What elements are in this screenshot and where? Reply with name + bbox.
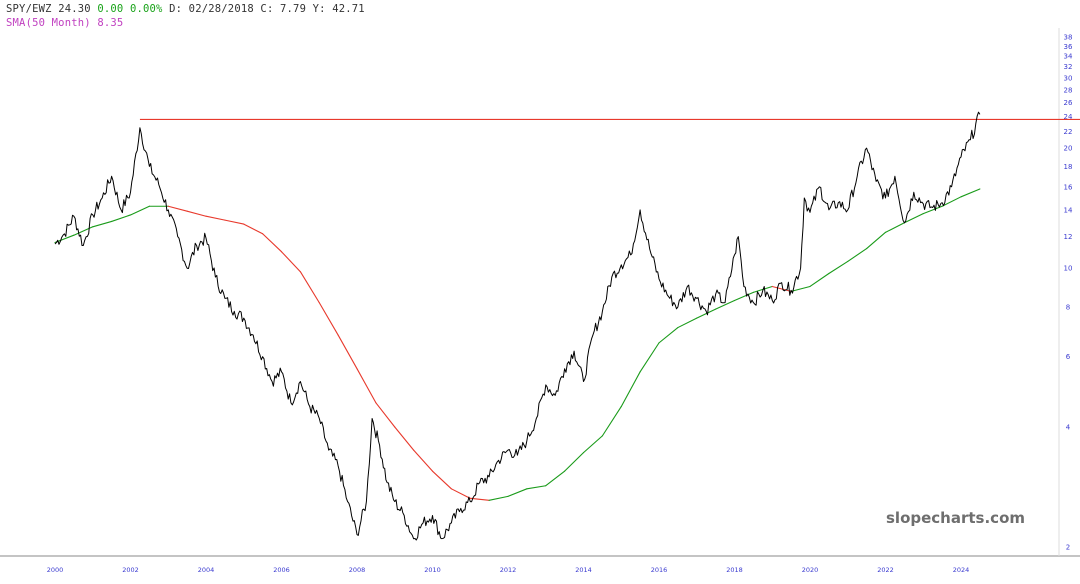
sma-segment xyxy=(903,213,924,224)
sma-segment xyxy=(413,449,434,472)
price-change: 0.00 xyxy=(97,3,124,15)
x-tick-label: 2018 xyxy=(726,566,743,574)
sma-segment xyxy=(92,220,113,228)
sma-segment xyxy=(601,406,622,437)
y-tick-label: 6 xyxy=(1066,353,1071,361)
x-tick-label: 2008 xyxy=(349,566,366,574)
sma-segment xyxy=(337,334,358,370)
sma-value: 8.35 xyxy=(97,17,124,29)
sma-segment xyxy=(828,260,849,275)
sma-segment xyxy=(469,497,490,501)
sma-segment xyxy=(582,435,603,454)
y-tick-label: 18 xyxy=(1064,163,1073,171)
sma-segment xyxy=(205,215,226,221)
x-tick-label: 2014 xyxy=(575,566,592,574)
sma-segment xyxy=(111,214,132,222)
sma-segment xyxy=(280,251,301,273)
sma-segment xyxy=(564,452,585,472)
sma-segment xyxy=(960,188,981,198)
y-label: Y: xyxy=(312,3,326,15)
sma-segment xyxy=(715,299,736,310)
y-tick-label: 28 xyxy=(1064,86,1073,94)
y-value: 42.71 xyxy=(332,3,365,15)
date-label: D: xyxy=(169,3,183,15)
y-tick-label: 38 xyxy=(1064,33,1073,41)
price-header: SPY/EWZ 24.30 0.00 0.00% D: 02/28/2018 C… xyxy=(6,3,365,15)
sma-segment xyxy=(847,248,868,262)
y-tick-label: 12 xyxy=(1064,233,1073,241)
y-tick-label: 2 xyxy=(1066,544,1070,552)
sma-segment xyxy=(186,210,207,217)
sma-segment xyxy=(733,291,754,302)
sma-segment xyxy=(431,470,452,490)
sma-segment xyxy=(884,222,905,233)
y-tick-label: 4 xyxy=(1066,424,1071,432)
y-tick-label: 8 xyxy=(1066,303,1070,311)
x-axis-ticks: 2000 2002 2004 2006 2008 2010 2012 2014 2016 2018… xyxy=(47,566,970,574)
date-value: 02/28/2018 xyxy=(188,3,254,15)
sma-segment xyxy=(262,233,283,253)
sma-segment xyxy=(790,285,811,292)
price-series-line xyxy=(54,111,981,541)
sma-segment xyxy=(488,495,509,501)
y-tick-label: 32 xyxy=(1064,63,1073,71)
sma-segment xyxy=(167,205,188,212)
y-tick-label: 26 xyxy=(1064,99,1073,107)
watermark: slopecharts.com xyxy=(886,509,1025,527)
sma-segment xyxy=(696,308,717,319)
x-tick-label: 2010 xyxy=(424,566,441,574)
sma-segment xyxy=(620,371,641,408)
y-tick-label: 22 xyxy=(1064,128,1073,136)
x-tick-label: 2020 xyxy=(802,566,819,574)
close-label: C: xyxy=(260,3,274,15)
sma-segment xyxy=(243,223,264,235)
symbol-label: SPY/EWZ xyxy=(6,3,52,15)
close-value: 7.79 xyxy=(280,3,307,15)
y-tick-label: 20 xyxy=(1064,145,1073,153)
y-tick-label: 16 xyxy=(1064,183,1073,191)
sma-segment xyxy=(771,285,792,292)
sma-segment xyxy=(922,205,943,215)
sma-segment xyxy=(224,219,245,225)
last-price: 24.30 xyxy=(58,3,91,15)
price-change-pct: 0.00% xyxy=(129,3,163,15)
x-tick-label: 2022 xyxy=(877,566,894,574)
sma-segment xyxy=(941,196,962,207)
sma-segment xyxy=(639,342,660,373)
sma-segment xyxy=(677,317,698,329)
y-tick-label: 30 xyxy=(1064,74,1073,82)
sma-segment xyxy=(809,272,830,288)
sma-segment xyxy=(375,402,396,428)
sma-series xyxy=(54,188,981,501)
sma-segment xyxy=(394,426,415,451)
sma-segment xyxy=(129,205,150,216)
x-tick-label: 2006 xyxy=(273,566,290,574)
x-tick-label: 2016 xyxy=(651,566,668,574)
y-tick-label: 10 xyxy=(1064,265,1073,273)
sma-segment xyxy=(545,470,566,487)
sma-segment xyxy=(866,231,887,250)
y-tick-label: 24 xyxy=(1064,113,1073,121)
sma-header: SMA(50 Month) 8.35 xyxy=(6,17,123,29)
y-tick-label: 14 xyxy=(1064,206,1073,214)
sma-segment xyxy=(658,327,679,344)
sma-segment xyxy=(450,488,471,499)
x-tick-label: 2002 xyxy=(122,566,139,574)
x-tick-label: 2000 xyxy=(47,566,64,574)
sma-segment xyxy=(507,488,528,497)
x-tick-label: 2024 xyxy=(953,566,970,574)
sma-segment xyxy=(318,302,339,336)
sma-segment xyxy=(526,485,547,490)
sma-segment xyxy=(356,368,377,404)
x-tick-label: 2012 xyxy=(500,566,517,574)
y-tick-label: 34 xyxy=(1064,53,1073,61)
y-tick-label: 36 xyxy=(1064,43,1073,51)
sma-segment xyxy=(299,271,320,304)
x-tick-label: 2004 xyxy=(198,566,215,574)
sma-label: SMA(50 Month) xyxy=(6,17,91,29)
